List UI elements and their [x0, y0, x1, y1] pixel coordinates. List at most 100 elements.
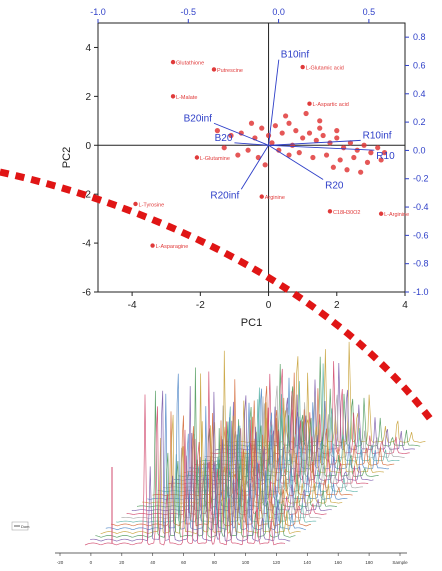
top-tick-label: 0.0: [272, 7, 285, 17]
y-tick-label: -2: [82, 190, 91, 201]
score-point-label: L-Asparagine: [156, 244, 189, 250]
chromatogram-trace: [136, 428, 338, 508]
pca-biplot: -4 -2 0 2 4 -6 -4 -2 0 2 4 -1.0 -0.5 0.0 0.5 0.8 0.6 0.4 0…: [61, 7, 429, 329]
chromatogram-trace: [178, 406, 379, 477]
score-point: [259, 125, 265, 131]
x-tick-label: -2: [196, 300, 205, 311]
chrom-x-tick-label: 160: [334, 560, 342, 565]
loading-vector-label: B20inf: [184, 113, 213, 124]
chrom-x-tick-label: 20: [119, 560, 125, 565]
dashed-arc: [0, 168, 434, 423]
score-point-label: L-Glutamic acid: [306, 66, 344, 72]
score-point: [347, 140, 354, 146]
loading-vector-label: R20inf: [210, 190, 239, 201]
score-point: [269, 140, 275, 146]
chrom-x-tick-label: 120: [273, 560, 281, 565]
score-point: [381, 150, 388, 156]
score-point: [307, 101, 312, 106]
score-point: [368, 150, 374, 156]
score-point: [283, 113, 289, 119]
chrom-x-tick-label: 60: [181, 560, 187, 565]
chromatogram-trace: [168, 391, 369, 485]
chromatogram-trace: [84, 371, 286, 546]
score-point: [330, 164, 336, 170]
chromatogram-trace: [162, 396, 363, 489]
chromatogram-trace: [100, 350, 301, 534]
chromatogram-trace: [147, 434, 348, 500]
y-tick-label: -4: [82, 239, 91, 250]
score-point: [272, 123, 278, 129]
right-tick-label: -0.8: [413, 259, 429, 269]
score-point: [334, 135, 340, 141]
score-point: [378, 211, 384, 216]
right-tick-label: 0.0: [413, 145, 426, 155]
loading-vector: [268, 144, 375, 151]
loading-vector: [213, 122, 269, 146]
score-point: [214, 128, 220, 134]
loading-vector: [268, 144, 324, 180]
x-tick-label: -4: [128, 300, 137, 311]
score-point: [303, 110, 309, 117]
score-point: [194, 155, 200, 160]
score-point: [300, 64, 305, 70]
score-point-label: Glutathione: [176, 61, 204, 67]
right-tick-label: -1.0: [413, 287, 429, 297]
score-point-label: L-Glutamine: [200, 156, 230, 162]
x-tick-label: 4: [402, 300, 408, 311]
score-point: [150, 243, 155, 248]
chromatogram-trace: [215, 362, 416, 451]
dashed-arc-arrow: [0, 168, 434, 423]
chrom-x-tick-label: Sample: [392, 560, 408, 565]
x-tick-label: 2: [334, 300, 340, 311]
score-point: [317, 125, 323, 131]
right-tick-label: 0.4: [413, 89, 426, 99]
loading-vector-label: B20: [215, 133, 233, 144]
score-point-label: L-Tyrosine: [139, 202, 165, 208]
right-tick-label: -0.4: [413, 202, 429, 212]
y-tick-label: 0: [85, 141, 91, 152]
y-tick-label: 4: [85, 43, 91, 54]
score-point: [170, 59, 176, 65]
score-point: [310, 154, 316, 161]
score-point: [259, 194, 264, 199]
chromatogram-trace: [142, 402, 343, 504]
score-point: [170, 94, 176, 99]
score-point: [361, 142, 367, 148]
score-point-label: Arginine: [265, 195, 285, 201]
score-point: [221, 145, 227, 151]
score-point: [327, 209, 333, 214]
chromatogram-trace: [90, 386, 291, 542]
chrom-legend-label: Dom: [21, 524, 30, 529]
loading-vector-label: B10inf: [281, 50, 310, 61]
score-point: [354, 147, 360, 153]
score-point: [235, 152, 241, 158]
score-point: [245, 147, 251, 153]
score-point: [351, 154, 357, 161]
top-tick-label: -1.0: [90, 7, 106, 17]
chromatogram-trace: [131, 420, 332, 512]
score-point: [211, 67, 217, 72]
y-tick-label: 2: [85, 92, 91, 103]
chrom-x-tick-label: -20: [57, 560, 64, 565]
right-tick-label: -0.2: [413, 174, 429, 184]
score-point: [306, 130, 313, 136]
chrom-x-tick-label: 0: [90, 560, 93, 565]
loading-vector-label: R10inf: [363, 130, 392, 141]
score-point-label: Putrescine: [217, 68, 243, 74]
score-point-label: L-Aspartic acid: [312, 102, 348, 108]
chromatogram-trace: [204, 385, 405, 458]
chrom-x-tick-label: 80: [212, 560, 218, 565]
y-tick-label: -6: [82, 288, 91, 299]
x-tick-label: 0: [266, 300, 272, 311]
score-point: [334, 128, 340, 134]
score-point: [255, 154, 261, 161]
score-point: [296, 150, 302, 156]
score-point: [279, 130, 285, 136]
chrom-x-tick-label: 100: [242, 560, 250, 565]
score-point: [378, 157, 384, 163]
chrom-x-tick-label: 40: [150, 560, 156, 565]
plot-frame: [97, 22, 406, 293]
top-tick-label: -0.5: [181, 7, 197, 17]
score-point: [228, 132, 234, 139]
